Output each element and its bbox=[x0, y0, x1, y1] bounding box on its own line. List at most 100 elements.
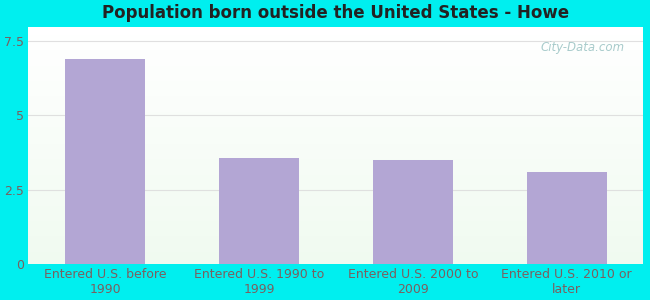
Bar bbox=[29, 247, 644, 248]
Bar bbox=[29, 156, 644, 157]
Bar bbox=[29, 44, 644, 46]
Bar bbox=[29, 26, 644, 28]
Bar bbox=[29, 76, 644, 77]
Bar bbox=[29, 145, 644, 146]
Bar bbox=[29, 131, 644, 132]
Bar bbox=[29, 60, 644, 61]
Bar bbox=[29, 176, 644, 177]
Bar bbox=[29, 122, 644, 123]
Bar bbox=[29, 37, 644, 38]
Bar bbox=[29, 47, 644, 48]
Bar bbox=[29, 224, 644, 226]
Bar bbox=[29, 226, 644, 227]
Bar bbox=[29, 228, 644, 229]
Bar bbox=[29, 46, 644, 47]
Bar bbox=[29, 154, 644, 156]
Bar bbox=[29, 139, 644, 140]
Bar bbox=[29, 123, 644, 124]
Bar bbox=[29, 259, 644, 260]
Bar bbox=[29, 163, 644, 164]
Bar bbox=[29, 100, 644, 101]
Bar bbox=[29, 182, 644, 183]
Bar bbox=[29, 222, 644, 223]
Bar bbox=[29, 88, 644, 89]
Bar bbox=[29, 241, 644, 242]
Bar bbox=[29, 198, 644, 200]
Bar bbox=[29, 158, 644, 159]
Bar bbox=[29, 256, 644, 258]
Bar bbox=[29, 233, 644, 234]
Bar bbox=[29, 98, 644, 99]
Bar bbox=[29, 214, 644, 215]
Bar bbox=[29, 64, 644, 66]
Bar bbox=[29, 99, 644, 100]
Bar bbox=[29, 106, 644, 107]
Bar bbox=[29, 197, 644, 198]
Bar bbox=[29, 95, 644, 97]
Bar bbox=[29, 82, 644, 83]
Bar bbox=[29, 29, 644, 30]
Bar bbox=[29, 102, 644, 104]
Bar bbox=[29, 91, 644, 92]
Bar bbox=[29, 254, 644, 255]
Bar bbox=[29, 250, 644, 252]
Bar bbox=[29, 41, 644, 42]
Bar bbox=[29, 77, 644, 79]
Bar bbox=[29, 48, 644, 49]
Bar bbox=[29, 170, 644, 171]
Bar bbox=[29, 213, 644, 214]
Bar bbox=[29, 179, 644, 181]
Bar bbox=[29, 242, 644, 244]
Bar bbox=[29, 185, 644, 187]
Bar bbox=[29, 223, 644, 224]
Bar bbox=[29, 165, 644, 166]
Bar bbox=[29, 67, 644, 68]
Bar bbox=[29, 142, 644, 143]
Bar bbox=[29, 202, 644, 203]
Bar bbox=[29, 175, 644, 176]
Bar bbox=[29, 184, 644, 185]
Bar bbox=[29, 178, 644, 179]
Bar bbox=[29, 153, 644, 154]
Bar bbox=[29, 236, 644, 238]
Bar bbox=[29, 34, 644, 35]
Bar bbox=[29, 227, 644, 228]
Bar bbox=[29, 144, 644, 145]
Bar bbox=[219, 158, 299, 264]
Bar bbox=[29, 38, 644, 40]
Bar bbox=[29, 108, 644, 110]
Bar bbox=[29, 72, 644, 73]
Bar bbox=[29, 157, 644, 158]
Bar bbox=[29, 120, 644, 122]
Bar bbox=[29, 203, 644, 204]
Bar bbox=[29, 124, 644, 125]
Bar bbox=[29, 234, 644, 235]
Bar bbox=[29, 221, 644, 222]
Bar bbox=[29, 117, 644, 118]
Bar bbox=[29, 215, 644, 216]
Bar bbox=[29, 127, 644, 128]
Bar bbox=[29, 35, 644, 36]
Bar bbox=[29, 107, 644, 108]
Bar bbox=[29, 219, 644, 220]
Bar bbox=[29, 252, 644, 253]
Bar bbox=[29, 216, 644, 217]
Bar bbox=[29, 136, 644, 137]
Bar bbox=[29, 133, 644, 134]
Bar bbox=[29, 177, 644, 178]
Bar bbox=[29, 110, 644, 111]
Bar bbox=[29, 206, 644, 207]
Bar bbox=[29, 245, 644, 246]
Bar bbox=[29, 248, 644, 249]
Bar bbox=[29, 118, 644, 119]
Bar bbox=[29, 181, 644, 182]
Bar bbox=[29, 42, 644, 43]
Bar bbox=[29, 75, 644, 76]
Bar bbox=[29, 218, 644, 219]
Bar bbox=[29, 28, 644, 29]
Bar bbox=[29, 134, 644, 136]
Bar bbox=[29, 36, 644, 37]
Bar bbox=[29, 56, 644, 57]
Bar bbox=[29, 87, 644, 88]
Bar bbox=[29, 208, 644, 209]
